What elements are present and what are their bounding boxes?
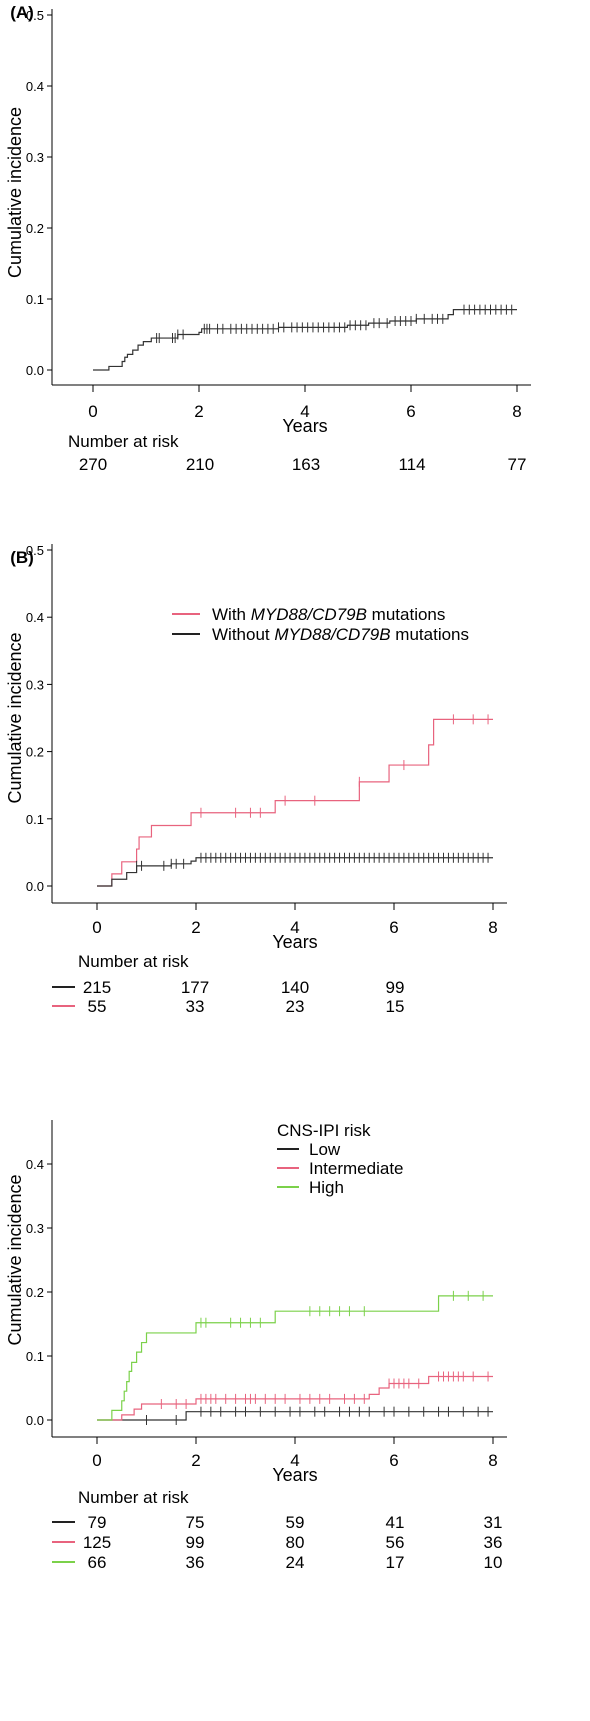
y-tick-label: 0.0 [26,879,44,894]
risk-table-title: Number at risk [68,432,179,451]
series-line-2 [97,1295,493,1421]
x-tick-label: 6 [389,918,398,937]
x-axis-label: Years [272,932,317,952]
legend-label: Without MYD88/CD79B mutations [212,625,469,644]
risk-value: 177 [181,978,209,997]
y-tick-label: 0.4 [26,610,44,625]
y-tick-label: 0.2 [26,221,44,236]
y-tick-label: 0.3 [26,1221,44,1236]
legend-label: Intermediate [309,1159,404,1178]
risk-value: 79 [88,1513,107,1532]
x-tick-label: 4 [290,918,299,937]
risk-value: 36 [186,1553,205,1572]
series-line-0 [97,1411,493,1421]
x-tick-label: 0 [92,918,101,937]
x-axis-label: Years [272,1465,317,1485]
risk-value: 17 [386,1553,405,1572]
risk-table-title: Number at risk [78,952,189,971]
x-tick-label: 2 [191,1451,200,1470]
risk-value: 215 [83,978,111,997]
risk-value: 66 [88,1553,107,1572]
y-tick-label: 0.1 [26,812,44,827]
series-line-0 [97,718,493,887]
risk-table-title: Number at risk [78,1488,189,1507]
risk-value: 36 [484,1533,503,1552]
legend-label: Low [309,1140,341,1159]
risk-value: 23 [286,997,305,1016]
x-tick-label: 0 [88,402,97,421]
risk-value: 55 [88,997,107,1016]
plot-group: (A) 0.0 0.1 0.2 0.3 0.4 0.5 Cumulative incidenc… [5,3,531,474]
risk-value: 99 [186,1533,205,1552]
risk-value: 125 [83,1533,111,1552]
risk-value: 270 [79,455,107,474]
risk-value: 33 [186,997,205,1016]
legend-label: With MYD88/CD79B mutations [212,605,445,624]
x-tick-label: 8 [512,402,521,421]
x-tick-label: 8 [488,1451,497,1470]
plot-group: (B) 0.0 0.1 0.2 0.3 0.4 0.5 Cumulative incidenc… [5,543,507,1016]
y-tick-label: 0.3 [26,677,44,692]
legend-label: High [309,1178,344,1197]
y-tick-label: 0.4 [26,79,44,94]
risk-value: 24 [286,1553,305,1572]
y-axis-label: Cumulative incidence [5,632,25,803]
risk-value: 31 [484,1513,503,1532]
x-axis-label: Years [282,416,327,436]
risk-value: 41 [386,1513,405,1532]
series-line-1 [97,1375,493,1421]
y-tick-label: 0.0 [26,1413,44,1428]
x-tick-label: 2 [191,918,200,937]
y-tick-label: 0.2 [26,745,44,760]
y-tick-label: 0.2 [26,1285,44,1300]
risk-value: 80 [286,1533,305,1552]
panel-label: (A) [10,3,34,22]
risk-value: 59 [286,1513,305,1532]
panel-b-chart: (B) 0.0 0.1 0.2 0.3 0.4 0.5 Cumulative incidenc… [5,543,507,1016]
risk-value: 75 [186,1513,205,1532]
x-tick-label: 6 [389,1451,398,1470]
risk-value: 210 [186,455,214,474]
x-tick-label: 6 [406,402,415,421]
risk-value: 77 [508,455,527,474]
panel-label: (B) [10,548,34,567]
risk-value: 140 [281,978,309,997]
risk-value: 10 [484,1553,503,1572]
y-tick-label: 0.3 [26,150,44,165]
risk-value: 15 [386,997,405,1016]
y-axis-label: Cumulative incidence [5,107,25,278]
y-tick-label: 0.4 [26,1157,44,1172]
y-tick-label: 0.0 [26,363,44,378]
y-tick-label: 0.1 [26,1349,44,1364]
y-tick-label: 0.1 [26,292,44,307]
risk-value: 114 [398,455,425,474]
risk-value: 56 [386,1533,405,1552]
risk-value: 99 [386,978,405,997]
risk-value: 163 [292,455,320,474]
x-tick-label: 4 [290,1451,299,1470]
x-tick-label: 4 [300,402,309,421]
x-tick-label: 8 [488,918,497,937]
legend-title: CNS-IPI risk [277,1121,371,1140]
x-tick-label: 0 [92,1451,101,1470]
y-axis-label: Cumulative incidence [5,1174,25,1345]
y-tick-label: 0.5 [26,543,44,558]
y-tick-label: 0.5 [26,8,44,23]
panel-a-chart: (A) 0.0 0.1 0.2 0.3 0.4 0.5 Cumulative incidenc… [5,3,531,474]
x-tick-label: 2 [194,402,203,421]
